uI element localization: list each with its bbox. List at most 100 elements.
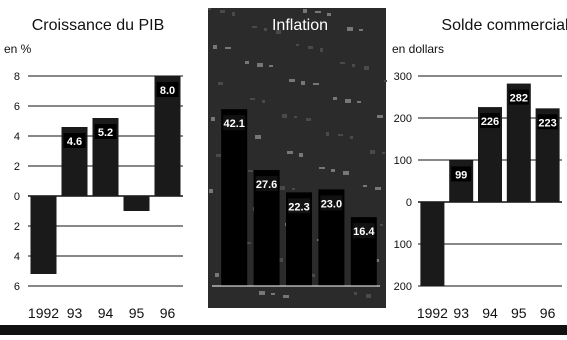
inflation-panel-texture	[326, 132, 329, 136]
inflation-panel-texture	[257, 63, 263, 67]
inflation-panel-texture	[350, 136, 353, 139]
x-tick-label: 95	[324, 305, 340, 321]
inflation-panel-texture	[354, 292, 357, 295]
x-tick-label: 94	[98, 305, 114, 321]
x-tick-label: 94	[291, 305, 307, 321]
y-tick-label: 6	[14, 101, 20, 113]
inflation-panel-texture	[310, 274, 315, 277]
bar	[123, 196, 150, 211]
inflation-panel-texture	[375, 187, 381, 190]
inflation-panel-texture	[301, 81, 305, 85]
inflation-panel-texture	[232, 12, 235, 16]
inflation-panel-texture	[366, 294, 371, 298]
inflation-panel-texture	[338, 134, 343, 136]
inflation-panel-texture	[262, 100, 265, 103]
data-label-box	[156, 82, 179, 97]
inflation-panel-texture	[246, 242, 251, 244]
data-label: 282	[510, 93, 528, 105]
data-label-box	[537, 114, 558, 130]
inflation-panel-texture	[215, 273, 219, 277]
inflation-panel-texture	[363, 185, 367, 187]
inflation-panel-texture	[255, 135, 261, 139]
y-tick-label: 200	[394, 281, 412, 293]
data-label-box	[63, 133, 86, 148]
y-tick-label: 2	[14, 161, 20, 173]
chart-title: Inflation	[272, 17, 328, 34]
chart-panel-3: Solde commercial en dollars 300 200 100 0 100 2…	[392, 17, 567, 321]
inflation-panel-texture	[269, 65, 273, 67]
x-tick-label: 95	[511, 305, 527, 321]
inflation-panel-texture	[308, 46, 313, 49]
inflation-panel-texture	[331, 169, 335, 172]
data-label-box	[288, 198, 310, 214]
y-tick-label: 4	[14, 251, 20, 263]
inflation-panel-texture	[380, 224, 383, 226]
chart-title: Croissance du PIB	[32, 17, 165, 34]
y-tick-label: 0	[406, 197, 412, 209]
chart-panel-2: Inflation 42.1 1992 27.6 93 22.3 94 23.0 95 16.4 9…	[212, 17, 380, 321]
y-tick-label: 6	[14, 281, 20, 293]
data-label: 27.6	[256, 179, 277, 191]
inflation-panel-texture	[345, 99, 351, 103]
y-tick-label: 100	[394, 239, 412, 251]
inflation-panel-texture	[216, 154, 221, 157]
inflation-panel-texture	[359, 29, 363, 31]
bar	[221, 109, 248, 287]
x-tick-label: 96	[540, 305, 556, 321]
inflation-panel-texture	[340, 62, 345, 64]
data-label-box	[223, 115, 246, 131]
x-tick-label: 96	[356, 305, 372, 321]
inflation-panel-texture	[276, 30, 281, 34]
data-label: 226	[481, 116, 499, 128]
inflation-panel-texture	[264, 28, 267, 31]
x-tick-label: 93	[67, 305, 83, 321]
x-tick-label: 1992	[417, 305, 448, 321]
data-label: 4.6	[67, 136, 82, 148]
inflation-panel-texture	[225, 47, 231, 49]
data-label-box	[320, 195, 343, 211]
data-label-box	[508, 89, 529, 105]
inflation-panel-texture	[213, 45, 217, 49]
inflation-panel-texture	[209, 189, 213, 193]
bar	[30, 196, 57, 274]
data-label: 5.2	[98, 127, 113, 139]
y-axis-label: en %	[4, 42, 32, 56]
data-label-box	[94, 124, 117, 139]
inflation-panel-texture	[292, 188, 295, 190]
inflation-panel-texture	[289, 79, 295, 82]
inflation-panel-texture	[377, 115, 383, 118]
inflation-panel-texture	[313, 83, 319, 85]
y-tick-label: 4	[14, 131, 20, 143]
inflation-panel-texture	[252, 26, 257, 28]
data-label: 99	[455, 169, 467, 181]
y-tick-label: 300	[394, 71, 412, 83]
inflation-panel-texture	[343, 171, 349, 175]
data-label-box	[255, 176, 278, 192]
y-tick-label: 0	[14, 191, 20, 203]
inflation-panel-texture	[248, 170, 253, 172]
inflation-panel-texture	[296, 44, 299, 46]
y-tick-label: 200	[394, 113, 412, 125]
data-label: 42.1	[223, 118, 244, 130]
x-tick-label: 93	[453, 305, 469, 321]
x-tick-label: 94	[482, 305, 498, 321]
inflation-panel-texture	[327, 13, 331, 16]
data-label: 23.0	[321, 198, 342, 210]
bottom-rule	[0, 325, 567, 335]
inflation-panel-texture	[280, 186, 285, 190]
inflation-panel-texture	[211, 117, 215, 121]
inflation-panel-texture	[303, 9, 307, 13]
inflation-panel-texture	[220, 10, 225, 13]
inflation-panel-texture	[294, 116, 297, 118]
inflation-panel-texture	[282, 114, 287, 118]
x-tick-label: 1992	[28, 305, 59, 321]
data-label: 16.4	[353, 226, 375, 238]
inflation-panel-texture	[319, 167, 325, 169]
inflation-panel-texture	[271, 293, 275, 295]
inflation-panel-texture	[208, 8, 211, 10]
inflation-panel-texture	[250, 98, 255, 100]
x-tick-label: 93	[259, 305, 275, 321]
